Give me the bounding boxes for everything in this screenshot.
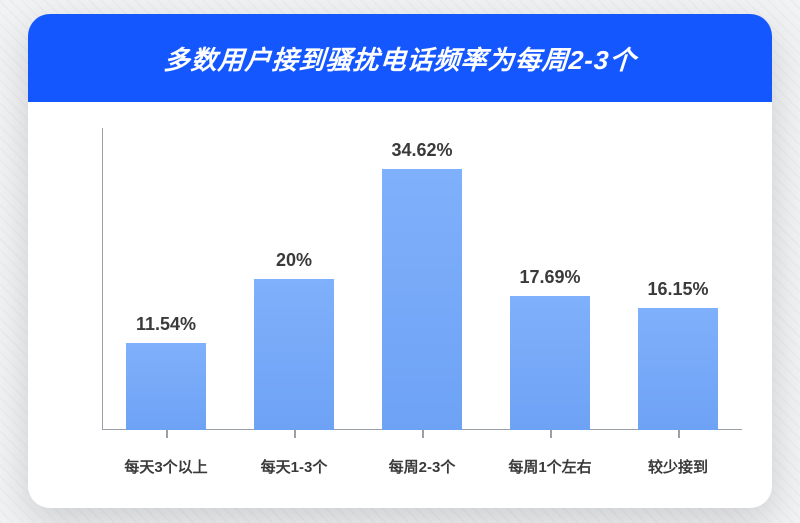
bar-value-label: 20%: [276, 250, 312, 271]
bar-slot: 11.54%: [108, 128, 223, 430]
x-tick: [678, 430, 680, 438]
x-tick: [294, 430, 296, 438]
x-tick: [422, 430, 424, 438]
chart-title: 多数用户接到骚扰电话频率为每周2-3个: [162, 40, 637, 77]
x-labels: 每天3个以上 每天1-3个 每周2-3个 每周1个左右 较少接到: [102, 430, 742, 508]
category-label: 每周1个左右: [492, 456, 607, 477]
category-label: 每天3个以上: [108, 456, 223, 477]
bar-value-label: 17.69%: [519, 267, 580, 288]
bar-value-label: 11.54%: [136, 314, 196, 335]
title-bar: 多数用户接到骚扰电话频率为每周2-3个: [28, 14, 772, 102]
bar-slot: 17.69%: [492, 128, 607, 430]
bar-rect: [382, 169, 463, 430]
bar-rect: [638, 308, 719, 430]
bar-slot: 20%: [236, 128, 351, 430]
bar-rect: [254, 279, 335, 430]
chart-card: 多数用户接到骚扰电话频率为每周2-3个 11.54% 20% 34.62%: [28, 14, 772, 508]
bar-rect: [126, 343, 207, 430]
bar-slot: 16.15%: [620, 128, 735, 430]
chart-area: 11.54% 20% 34.62% 17.69% 16.15%: [28, 102, 772, 508]
bar-value-label: 16.15%: [647, 279, 708, 300]
bar-value-label: 34.62%: [391, 140, 452, 161]
bar-slot: 34.62%: [364, 128, 479, 430]
category-label: 每周2-3个: [364, 456, 479, 477]
category-label: 较少接到: [620, 456, 735, 477]
category-label: 每天1-3个: [236, 456, 351, 477]
plot-region: 11.54% 20% 34.62% 17.69% 16.15%: [102, 128, 742, 430]
bar-rect: [510, 296, 591, 430]
x-tick: [550, 430, 552, 438]
bars-container: 11.54% 20% 34.62% 17.69% 16.15%: [102, 128, 742, 430]
x-tick: [166, 430, 168, 438]
